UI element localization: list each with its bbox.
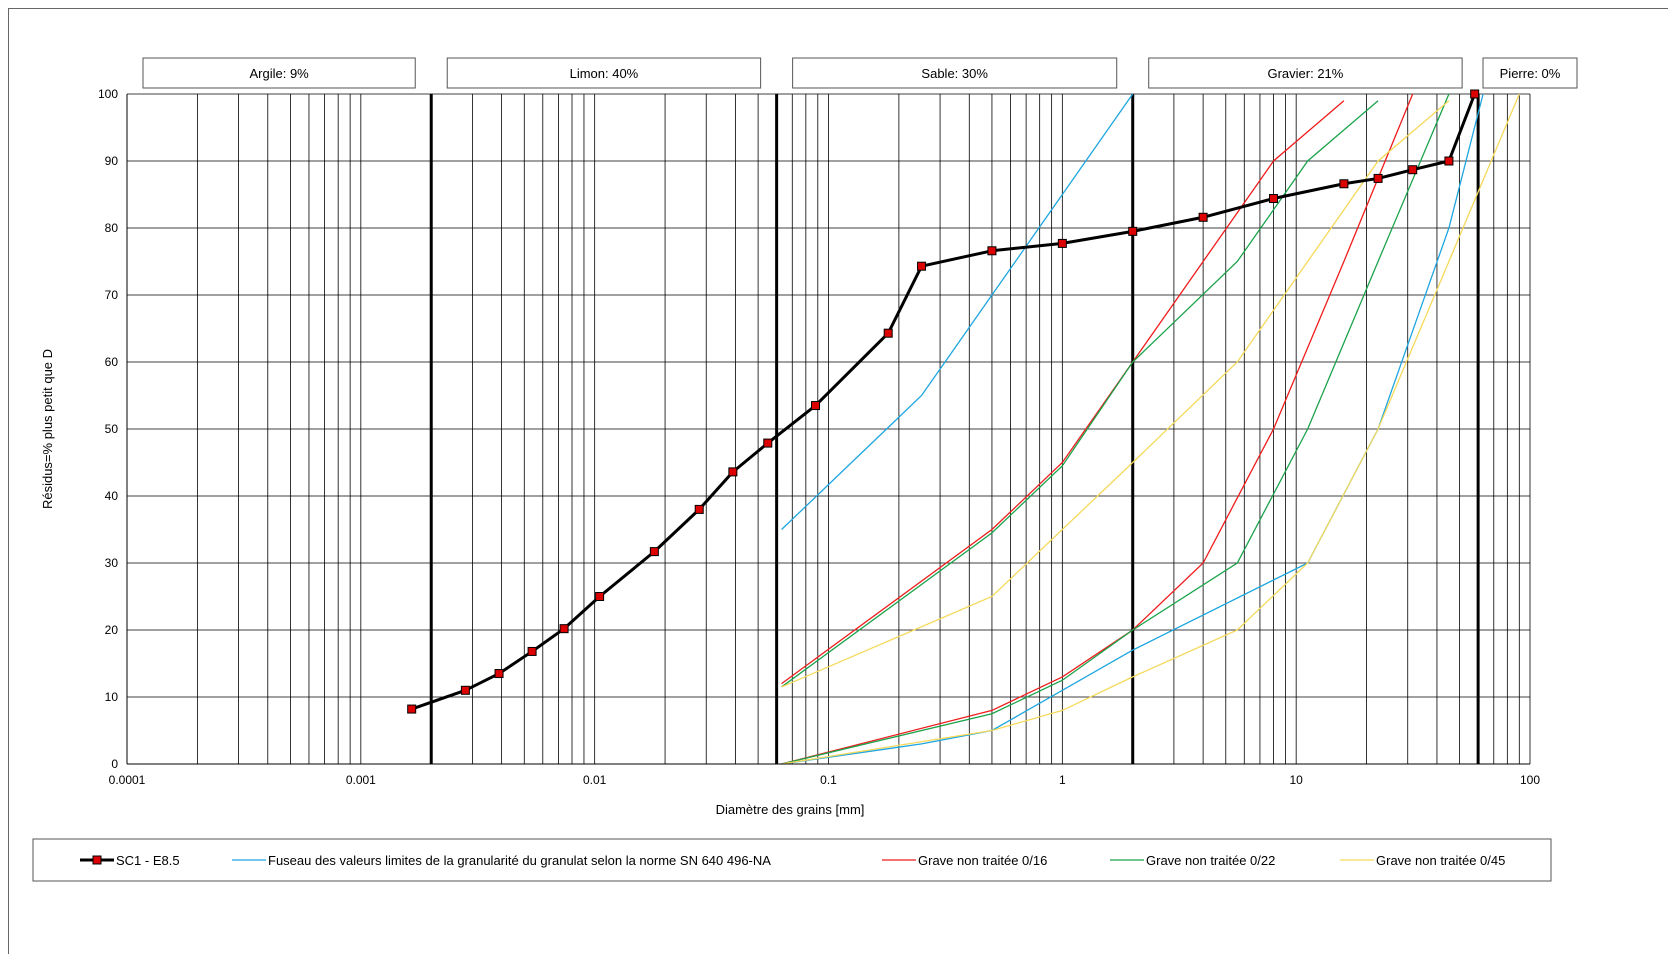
- x-tick-label: 1: [1059, 773, 1066, 787]
- fraction-label: Argile: 9%: [249, 66, 309, 81]
- series-line: [781, 93, 1134, 530]
- legend-label: SC1 - E8.5: [116, 853, 180, 868]
- data-point: [987, 246, 997, 256]
- axes: 0.0001 0.001 0.01 0.1 1 10 100 0 10 20 30 40 50 60 70…: [40, 87, 1540, 817]
- data-point: [407, 704, 417, 714]
- fraction-box: Gravier: 21%: [1148, 57, 1463, 89]
- x-tick-label: 0.0001: [109, 773, 146, 787]
- series-line: [781, 93, 1414, 765]
- series-4: [781, 93, 1520, 765]
- fraction-label: Limon: 40%: [570, 66, 639, 81]
- legend-entry: Grave non traitée 0/45: [1340, 853, 1505, 868]
- y-tick-label: 30: [105, 556, 119, 570]
- series-line: [781, 93, 1484, 765]
- data-point: [763, 438, 773, 448]
- y-tick-label: 10: [105, 690, 119, 704]
- grid: [126, 93, 1531, 765]
- legend-label: Grave non traitée 0/45: [1376, 853, 1505, 868]
- fraction-box: Sable: 30%: [792, 57, 1118, 89]
- data-point: [1128, 226, 1138, 236]
- data-point: [728, 467, 738, 477]
- x-tick-label: 0.01: [583, 773, 607, 787]
- legend-label: Grave non traitée 0/16: [918, 853, 1047, 868]
- data-point: [649, 547, 659, 557]
- fraction-boxes: Argile: 9% Limon: 40% Sable: 30% Gravier: 2…: [142, 57, 1578, 89]
- legend-entry: Fuseau des valeurs limites de la granula…: [232, 853, 771, 868]
- y-tick-labels: 0 10 20 30 40 50 60 70 80 90 100: [98, 87, 118, 771]
- y-tick-label: 90: [105, 154, 119, 168]
- data-point: [595, 592, 605, 601]
- x-tick-labels: 0.0001 0.001 0.01 0.1 1 10 100: [109, 773, 1541, 787]
- data-point: [1269, 194, 1279, 204]
- fraction-box-frame: [792, 57, 1118, 89]
- legend-entry: SC1 - E8.5: [80, 853, 180, 868]
- fraction-box-frame: [1482, 57, 1578, 89]
- data-point: [559, 624, 569, 634]
- series-3: [781, 93, 1450, 765]
- x-tick-label: 100: [1520, 773, 1540, 787]
- y-tick-label: 60: [105, 355, 119, 369]
- series-1: [781, 93, 1484, 765]
- data-point: [1373, 173, 1383, 183]
- series-layer: [407, 89, 1520, 765]
- fraction-label: Pierre: 0%: [1500, 66, 1561, 81]
- y-tick-label: 40: [105, 489, 119, 503]
- legend: SC1 - E8.5 Fuseau des valeurs limites de …: [32, 838, 1552, 882]
- series-line: [781, 100, 1450, 688]
- data-point: [811, 401, 821, 411]
- legend-box: [32, 838, 1552, 882]
- data-point: [1339, 179, 1349, 189]
- fraction-box-frame: [446, 57, 762, 89]
- legend-marker: [92, 855, 102, 865]
- y-tick-label: 0: [111, 757, 118, 771]
- y-tick-label: 50: [105, 422, 119, 436]
- legend-entry: Grave non traitée 0/16: [882, 853, 1047, 868]
- data-point: [917, 261, 927, 271]
- series-main: [407, 89, 1480, 714]
- fraction-box: Pierre: 0%: [1482, 57, 1578, 89]
- data-point: [1444, 156, 1454, 166]
- data-point: [1198, 212, 1208, 222]
- series-line: [781, 100, 1379, 688]
- y-tick-label: 20: [105, 623, 119, 637]
- data-point: [460, 685, 470, 695]
- data-point: [494, 669, 504, 679]
- fraction-box-frame: [1148, 57, 1463, 89]
- legend-label: Fuseau des valeurs limites de la granula…: [268, 853, 771, 868]
- data-point: [694, 504, 704, 514]
- legend-entry: Grave non traitée 0/22: [1110, 853, 1275, 868]
- data-point: [883, 328, 893, 338]
- x-tick-label: 0.001: [346, 773, 376, 787]
- fraction-box-frame: [142, 57, 416, 89]
- y-tick-label: 100: [98, 87, 118, 101]
- fraction-box: Argile: 9%: [142, 57, 416, 89]
- y-tick-label: 80: [105, 221, 119, 235]
- data-point: [1057, 238, 1067, 248]
- data-point: [527, 646, 537, 656]
- fraction-label: Sable: 30%: [921, 66, 988, 81]
- fraction-label: Gravier: 21%: [1267, 66, 1343, 81]
- y-tick-label: 70: [105, 288, 119, 302]
- y-axis-label: Résidus=% plus petit que D: [40, 349, 55, 509]
- legend-label: Grave non traitée 0/22: [1146, 853, 1275, 868]
- series-line: [781, 93, 1450, 765]
- x-tick-label: 0.1: [820, 773, 837, 787]
- fraction-box: Limon: 40%: [446, 57, 762, 89]
- series-line: [781, 93, 1520, 765]
- data-point: [1408, 165, 1418, 175]
- x-tick-label: 10: [1289, 773, 1303, 787]
- fraction-boundaries: [429, 94, 1480, 764]
- data-point: [1470, 89, 1480, 99]
- x-axis-label: Diamètre des grains [mm]: [716, 802, 865, 817]
- chart-frame: [8, 8, 1668, 954]
